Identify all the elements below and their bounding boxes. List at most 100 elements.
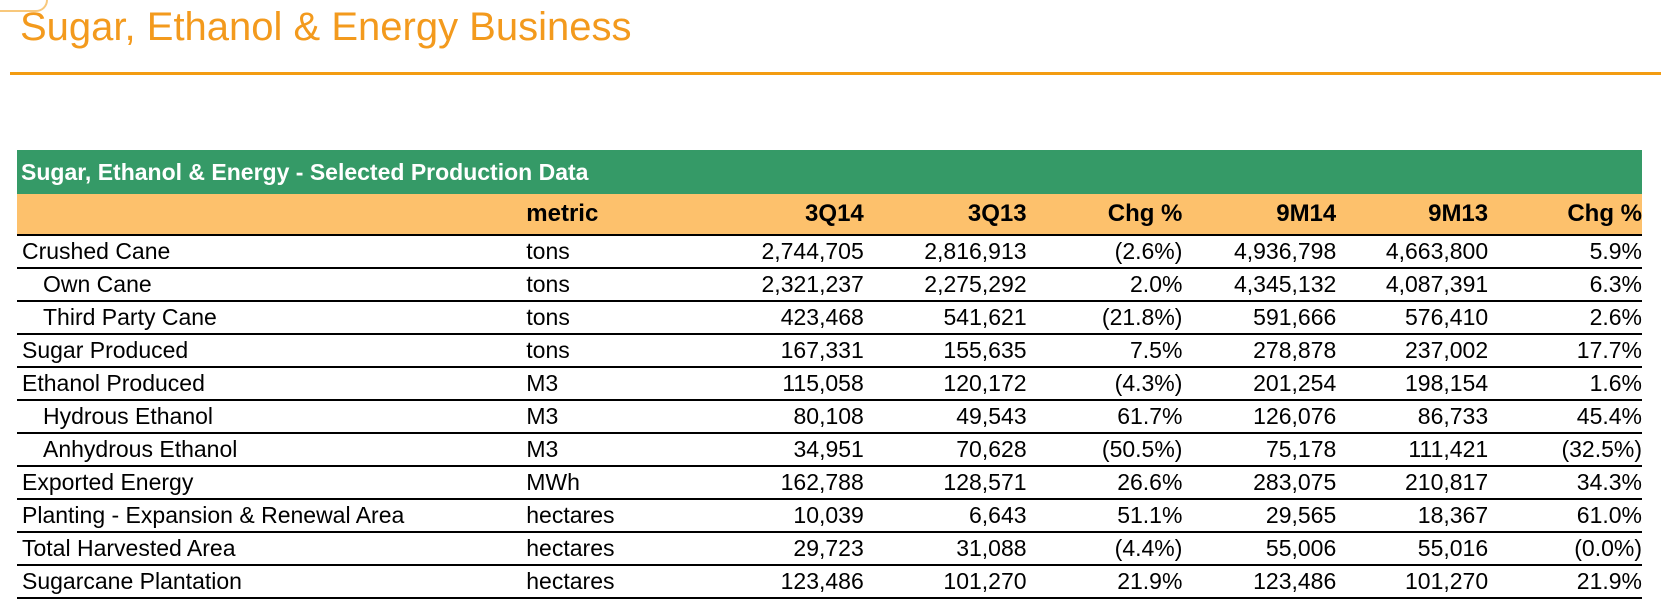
table-row: Sugar Produced tons 167,331 155,635 7.5% 278,…	[17, 335, 1642, 368]
row-9m14: 278,878	[1253, 337, 1337, 363]
row-chg-ytd: 45.4%	[1576, 403, 1642, 429]
header-metric: metric	[526, 200, 599, 227]
row-label: Exported Energy	[22, 469, 194, 495]
row-9m14: 123,486	[1253, 568, 1337, 594]
row-9m13: 576,410	[1405, 304, 1489, 330]
row-label: Ethanol Produced	[22, 370, 205, 396]
row-chg-ytd: (0.0%)	[1574, 535, 1642, 561]
row-9m14: 283,075	[1253, 469, 1337, 495]
row-3q14: 80,108	[793, 403, 864, 429]
row-metric: tons	[526, 271, 570, 297]
row-9m13: 4,663,800	[1385, 238, 1489, 264]
row-label: Anhydrous Ethanol	[43, 436, 238, 462]
row-chg-quarter: 2.0%	[1130, 271, 1183, 297]
row-metric: tons	[526, 304, 570, 330]
row-chg-quarter: (50.5%)	[1101, 436, 1183, 462]
header-3q13: 3Q13	[967, 200, 1027, 227]
row-metric: M3	[526, 403, 559, 429]
table-row: Crushed Cane tons 2,744,705 2,816,913 (2.6%)…	[17, 236, 1642, 269]
row-3q13: 70,628	[956, 436, 1027, 462]
row-chg-ytd: 5.9%	[1589, 238, 1642, 264]
row-metric: M3	[526, 370, 559, 396]
row-9m14: 201,254	[1253, 370, 1337, 396]
row-3q13: 6,643	[969, 502, 1027, 528]
row-9m13: 237,002	[1405, 337, 1489, 363]
row-3q13: 2,816,913	[924, 238, 1027, 264]
row-3q13: 120,172	[943, 370, 1027, 396]
row-3q13: 541,621	[943, 304, 1027, 330]
table-row: Total Harvested Area hectares 29,723 31,088…	[17, 533, 1642, 566]
row-3q14: 167,331	[780, 337, 864, 363]
row-9m14: 591,666	[1253, 304, 1337, 330]
row-label: Own Cane	[43, 271, 152, 297]
table-row: Ethanol Produced M3 115,058 120,172 (4.3%) 20…	[17, 368, 1642, 401]
header-3q14: 3Q14	[805, 200, 864, 227]
row-9m13: 4,087,391	[1385, 271, 1489, 297]
title-divider	[10, 72, 1661, 75]
row-3q14: 123,486	[780, 568, 864, 594]
table-row: Hydrous Ethanol M3 80,108 49,543 61.7% 126,07…	[17, 401, 1642, 434]
row-chg-quarter: 61.7%	[1117, 403, 1183, 429]
row-chg-ytd: 2.6%	[1589, 304, 1642, 330]
row-chg-ytd: 6.3%	[1589, 271, 1642, 297]
row-9m13: 18,367	[1417, 502, 1489, 528]
row-3q14: 34,951	[793, 436, 864, 462]
row-9m13: 55,016	[1417, 535, 1489, 561]
row-label: Sugar Produced	[22, 337, 189, 363]
row-chg-ytd: 17.7%	[1576, 337, 1642, 363]
row-9m14: 4,345,132	[1233, 271, 1337, 297]
row-9m14: 126,076	[1253, 403, 1337, 429]
row-label: Planting - Expansion & Renewal Area	[22, 502, 405, 528]
row-3q13: 49,543	[956, 403, 1027, 429]
row-3q13: 128,571	[943, 469, 1027, 495]
row-3q13: 31,088	[956, 535, 1027, 561]
table-row: Own Cane tons 2,321,237 2,275,292 2.0% 4,345,…	[17, 269, 1642, 302]
table-row: Third Party Cane tons 423,468 541,621 (21.8%…	[17, 302, 1642, 335]
row-metric: M3	[526, 436, 559, 462]
row-9m13: 210,817	[1405, 469, 1489, 495]
row-chg-quarter: (4.4%)	[1114, 535, 1183, 561]
row-metric: hectares	[526, 535, 615, 561]
table-row: Exported Energy MWh 162,788 128,571 26.6% 283…	[17, 467, 1642, 500]
row-3q14: 29,723	[793, 535, 864, 561]
header-chg-quarter: Chg %	[1107, 200, 1183, 227]
row-9m13: 86,733	[1417, 403, 1489, 429]
table-banner: Sugar, Ethanol & Energy - Selected Produ…	[17, 150, 1642, 194]
row-chg-ytd: 34.3%	[1576, 469, 1642, 495]
row-3q14: 10,039	[793, 502, 864, 528]
row-9m14: 4,936,798	[1233, 238, 1337, 264]
row-9m14: 55,006	[1265, 535, 1337, 561]
row-9m14: 29,565	[1265, 502, 1337, 528]
header-9m14: 9M14	[1276, 200, 1337, 227]
row-chg-quarter: 21.9%	[1117, 568, 1183, 594]
row-label: Total Harvested Area	[22, 535, 236, 561]
row-3q14: 2,321,237	[761, 271, 864, 297]
row-chg-quarter: 26.6%	[1117, 469, 1183, 495]
row-metric: MWh	[526, 469, 580, 495]
row-9m14: 75,178	[1265, 436, 1337, 462]
row-chg-ytd: 21.9%	[1576, 568, 1642, 594]
row-3q13: 155,635	[943, 337, 1027, 363]
row-chg-ytd: 1.6%	[1589, 370, 1642, 396]
row-chg-quarter: 7.5%	[1129, 337, 1183, 363]
row-9m13: 111,421	[1408, 436, 1489, 462]
row-chg-ytd: 61.0%	[1576, 502, 1642, 528]
row-chg-quarter: (2.6%)	[1114, 238, 1183, 264]
row-metric: hectares	[526, 502, 615, 528]
table-row: Anhydrous Ethanol M3 34,951 70,628 (50.5%) 75…	[17, 434, 1642, 467]
row-9m13: 101,270	[1405, 568, 1489, 594]
row-3q14: 423,468	[780, 304, 864, 330]
row-metric: tons	[526, 238, 570, 264]
row-3q13: 2,275,292	[924, 271, 1027, 297]
row-label: Hydrous Ethanol	[43, 403, 214, 429]
row-9m13: 198,154	[1405, 370, 1489, 396]
table-row: Sugarcane Plantation hectares 123,486 101,2…	[17, 566, 1642, 599]
table-row: Planting - Expansion & Renewal Area hecta…	[17, 500, 1642, 533]
row-3q13: 101,270	[943, 568, 1027, 594]
page-title: Sugar, Ethanol & Energy Business	[20, 5, 632, 49]
row-chg-quarter: (4.3%)	[1114, 370, 1183, 396]
row-3q14: 115,058	[782, 370, 864, 396]
table-body: Crushed Cane tons 2,744,705 2,816,913 (2.6%)…	[17, 236, 1642, 599]
production-data-table: Sugar, Ethanol & Energy - Selected Produ…	[17, 150, 1642, 599]
row-label: Crushed Cane	[22, 238, 171, 264]
